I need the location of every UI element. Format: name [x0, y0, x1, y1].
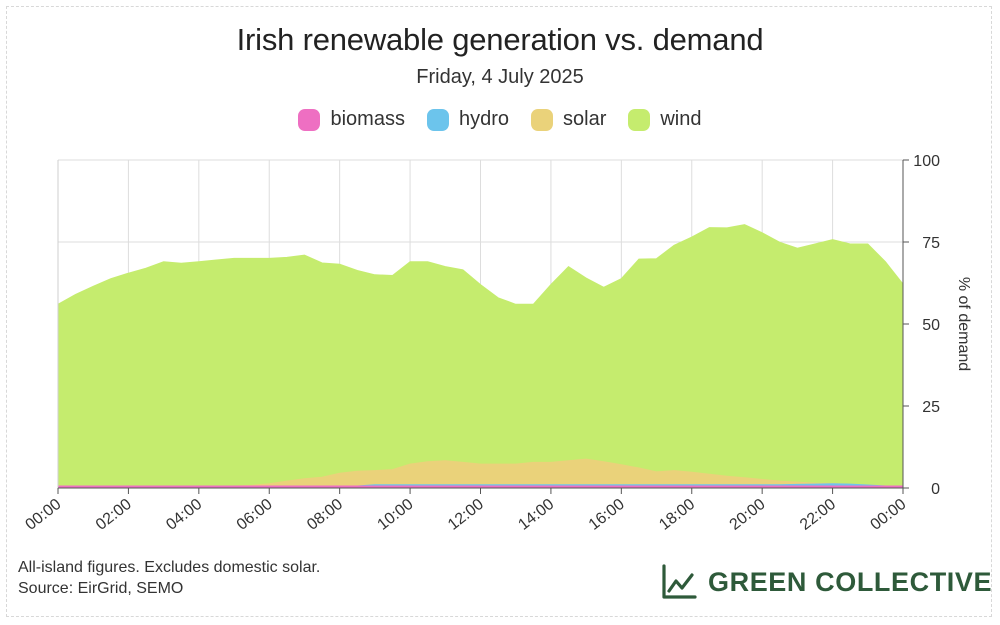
- x-tick-label: 00:00: [22, 496, 64, 534]
- y-tick-label: 0: [931, 481, 940, 498]
- x-tick-label: 18:00: [656, 496, 698, 534]
- legend-item-wind[interactable]: wind: [628, 108, 702, 131]
- chart-subtitle: Friday, 4 July 2025: [416, 66, 584, 88]
- legend-swatch-solar: [531, 108, 553, 131]
- legend-swatch-hydro: [426, 108, 449, 131]
- x-tick-label: 12:00: [445, 496, 487, 534]
- legend-label-wind: wind: [660, 108, 702, 130]
- y-tick-label: 25: [922, 399, 940, 416]
- legend-item-hydro[interactable]: hydro: [426, 108, 509, 131]
- x-tick-label: 06:00: [234, 496, 276, 534]
- legend-swatch-biomass: [298, 108, 321, 131]
- chart-frame: [6, 6, 992, 617]
- legend-item-solar[interactable]: solar: [531, 108, 606, 131]
- x-tick-label: 16:00: [586, 496, 628, 534]
- x-tick-label: 00:00: [867, 496, 909, 534]
- legend-label-solar: solar: [563, 108, 607, 130]
- x-tick-label: 04:00: [163, 496, 205, 534]
- y-tick-label: 100: [913, 153, 940, 170]
- footnote: All-island figures. Excludes domestic so…: [18, 557, 320, 599]
- x-tick-label: 14:00: [515, 496, 557, 534]
- brand-logo: GREEN COLLECTIVE: [660, 563, 992, 601]
- legend-item-biomass[interactable]: biomass: [298, 108, 405, 131]
- legend-swatch-wind: [628, 108, 651, 131]
- line-chart-icon: [662, 564, 697, 599]
- x-tick-label: 10:00: [375, 496, 417, 534]
- chart-title: Irish renewable generation vs. demand: [236, 22, 764, 57]
- x-tick-label: 02:00: [93, 496, 135, 534]
- x-tick-label: 08:00: [304, 496, 346, 534]
- legend-label-hydro: hydro: [458, 108, 509, 130]
- legend-label-biomass: biomass: [330, 108, 405, 130]
- logo-text: GREEN COLLECTIVE: [708, 566, 993, 597]
- y-axis-label: % of demand: [955, 277, 972, 371]
- y-tick-label: 50: [922, 317, 940, 334]
- x-tick-label: 20:00: [727, 496, 769, 534]
- source-line: Source: EirGrid, SEMO: [18, 580, 184, 597]
- y-tick-label: 75: [922, 235, 940, 252]
- footnote-line: All-island figures. Excludes domestic so…: [18, 559, 321, 576]
- x-tick-label: 22:00: [797, 496, 839, 534]
- legend: biomass hydro solar wind: [0, 108, 1000, 131]
